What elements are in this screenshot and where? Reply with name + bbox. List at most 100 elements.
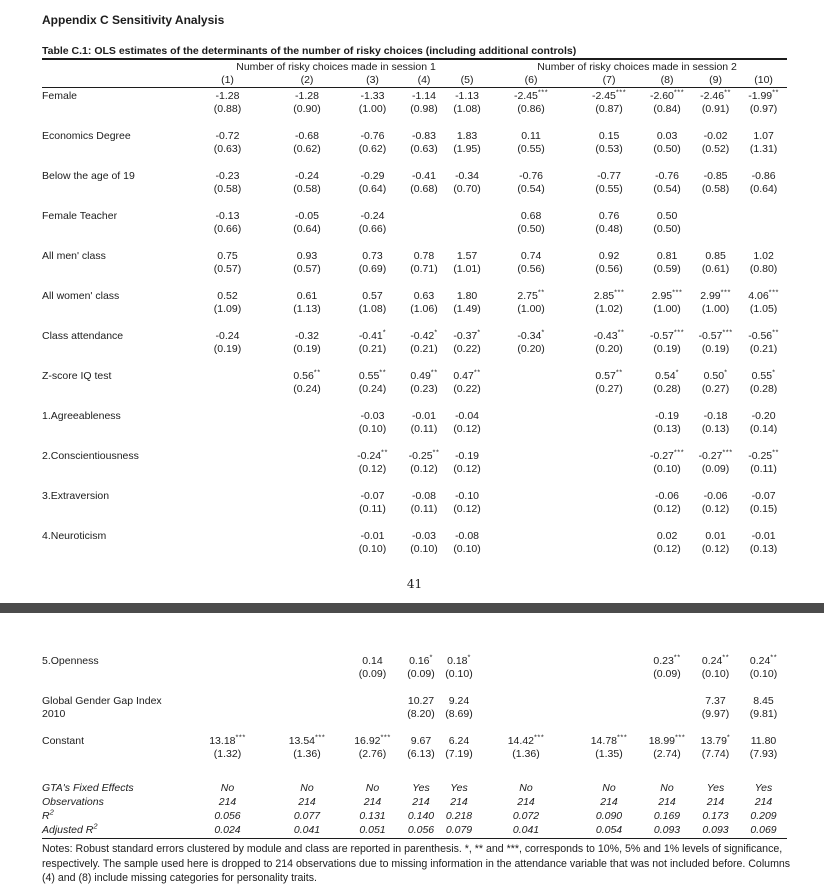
coef-cell: -0.68 xyxy=(295,130,319,142)
coef-cell xyxy=(740,208,787,223)
se-cell: (0.20) xyxy=(595,343,623,355)
table-row: 3.Extraversion -0.07 -0.08 -0.10 -0.06 -0.06 -… xyxy=(42,488,787,503)
coef-cell xyxy=(575,488,643,503)
se-cell: (0.57) xyxy=(293,263,321,275)
coef-cell: 0.47** xyxy=(453,367,481,382)
se-cell: (1.00) xyxy=(653,303,681,315)
se-cell: (0.11) xyxy=(410,503,438,515)
se-cell xyxy=(270,503,344,528)
coef-cell: -0.27*** xyxy=(698,447,733,462)
coef-cell: -0.20 xyxy=(751,410,776,422)
se-cell: (0.12) xyxy=(453,423,481,435)
stat-value: 0.041 xyxy=(270,823,344,839)
se-cell: (0.91) xyxy=(701,103,730,115)
table-row-se: (0.12) (0.12) (0.12) (0.10) (0.09) (0.11) xyxy=(42,463,787,488)
table-row: All women' class 0.52 0.61 0.57 0.63 1.80 2.75… xyxy=(42,288,787,303)
stat-value: 0.093 xyxy=(643,823,691,839)
se-cell: (6.13) xyxy=(407,748,435,760)
se-cell xyxy=(185,423,270,448)
se-cell: (1.00) xyxy=(517,303,545,315)
table-row: 1.Agreeableness -0.03 -0.01 -0.04 -0.19 -0.18… xyxy=(42,408,787,423)
coef-cell: -0.76 xyxy=(655,170,680,182)
coef-cell: -0.01 xyxy=(360,530,385,542)
col-number-3: (3) xyxy=(344,74,401,88)
se-cell: (0.27) xyxy=(595,383,623,395)
se-cell: (0.21) xyxy=(749,343,778,355)
coef-cell: -1.99** xyxy=(748,87,779,102)
coef-cell: 0.73 xyxy=(362,250,383,262)
se-cell: (0.63) xyxy=(213,143,242,155)
se-cell: (0.11) xyxy=(410,423,438,435)
se-cell xyxy=(575,463,643,488)
stat-value: 0.077 xyxy=(293,810,321,822)
coef-cell: -0.08 xyxy=(412,490,436,502)
coef-cell: -0.83 xyxy=(412,130,436,142)
empty-corner-cell xyxy=(42,58,185,74)
se-cell: (0.19) xyxy=(653,343,681,355)
se-cell: (0.12) xyxy=(358,463,387,475)
se-cell: (0.86) xyxy=(517,103,545,115)
se-cell: (0.12) xyxy=(653,503,681,515)
se-cell: (0.55) xyxy=(595,183,623,195)
se-cell xyxy=(575,668,643,693)
se-cell: (1.06) xyxy=(410,303,438,315)
se-cell: (0.56) xyxy=(595,263,623,275)
se-cell: (0.66) xyxy=(358,223,387,235)
coef-cell: -1.28 xyxy=(215,90,240,102)
se-cell: (0.54) xyxy=(517,183,545,195)
coef-cell: 0.61 xyxy=(296,290,318,302)
se-cell: (1.00) xyxy=(701,303,730,315)
row-label: Female Teacher xyxy=(42,210,118,222)
coef-cell: 0.55** xyxy=(358,367,387,382)
se-cell: (0.12) xyxy=(410,463,438,475)
coef-cell: 0.54* xyxy=(655,367,679,382)
coef-cell xyxy=(487,408,575,423)
coef-cell: 0.57** xyxy=(595,367,623,382)
col-number-4: (4) xyxy=(401,74,447,88)
table-row-se: (0.88) (0.90) (1.00) (0.98) (1.08) (0.86) (0.8… xyxy=(42,103,787,128)
stat-value: 214 xyxy=(754,796,773,808)
se-cell: (0.28) xyxy=(653,383,681,395)
stat-value: 0.079 xyxy=(441,823,477,839)
table-row-se: (0.19) (0.19) (0.21) (0.21) (0.22) (0.20) (0.2… xyxy=(42,343,787,368)
stat-value: 0.054 xyxy=(575,823,643,839)
coef-cell: -0.05 xyxy=(295,210,319,222)
coef-cell: -0.07 xyxy=(360,490,385,502)
coef-cell xyxy=(270,408,344,423)
stat-value: 0.041 xyxy=(477,823,575,839)
coef-cell: 0.74 xyxy=(520,250,542,262)
table-row-se: (0.24) (0.24) (0.23) (0.22) (0.27) (0.28) (0.2… xyxy=(42,383,787,408)
stat-value: 214 xyxy=(298,796,316,808)
row-label: Constant xyxy=(42,735,85,747)
coef-cell: 9.67 xyxy=(410,735,432,747)
group-header-row: Number of risky choices made in session … xyxy=(42,58,788,74)
se-cell xyxy=(270,668,344,693)
group-session1-header: Number of risky choices made in session … xyxy=(185,58,488,74)
coef-cell: -0.37* xyxy=(453,327,481,342)
se-cell: (1.13) xyxy=(293,303,321,315)
coef-cell: 0.68 xyxy=(520,210,542,222)
row-label-continued xyxy=(42,383,185,408)
se-cell: (0.98) xyxy=(410,103,438,115)
se-cell: (0.15) xyxy=(749,503,778,515)
coef-cell: 0.11 xyxy=(521,130,541,142)
stat-value: 0.140 xyxy=(407,810,435,822)
se-cell: (0.09) xyxy=(653,668,681,680)
coef-cell xyxy=(185,448,270,463)
se-cell xyxy=(487,423,575,448)
document-page-41: Appendix C Sensitivity Analysis Table C.… xyxy=(42,13,788,591)
se-cell: (7.19) xyxy=(445,748,473,760)
coef-cell: -0.41* xyxy=(358,327,387,342)
appendix-title: Appendix C Sensitivity Analysis xyxy=(42,13,225,27)
coef-cell: -0.76 xyxy=(519,170,544,182)
coef-cell: 7.37 xyxy=(705,695,726,707)
col-number-6: (6) xyxy=(487,74,576,88)
coef-cell: -0.72 xyxy=(215,130,240,142)
se-cell: (1.05) xyxy=(749,303,778,315)
stat-value: 0.056 xyxy=(214,810,241,822)
coef-cell: 1.80 xyxy=(456,290,478,302)
row-label: 2.Conscientiousness xyxy=(42,450,139,462)
se-cell xyxy=(270,543,344,568)
se-cell: (1.49) xyxy=(453,303,481,315)
coef-cell: -0.24 xyxy=(215,330,240,342)
